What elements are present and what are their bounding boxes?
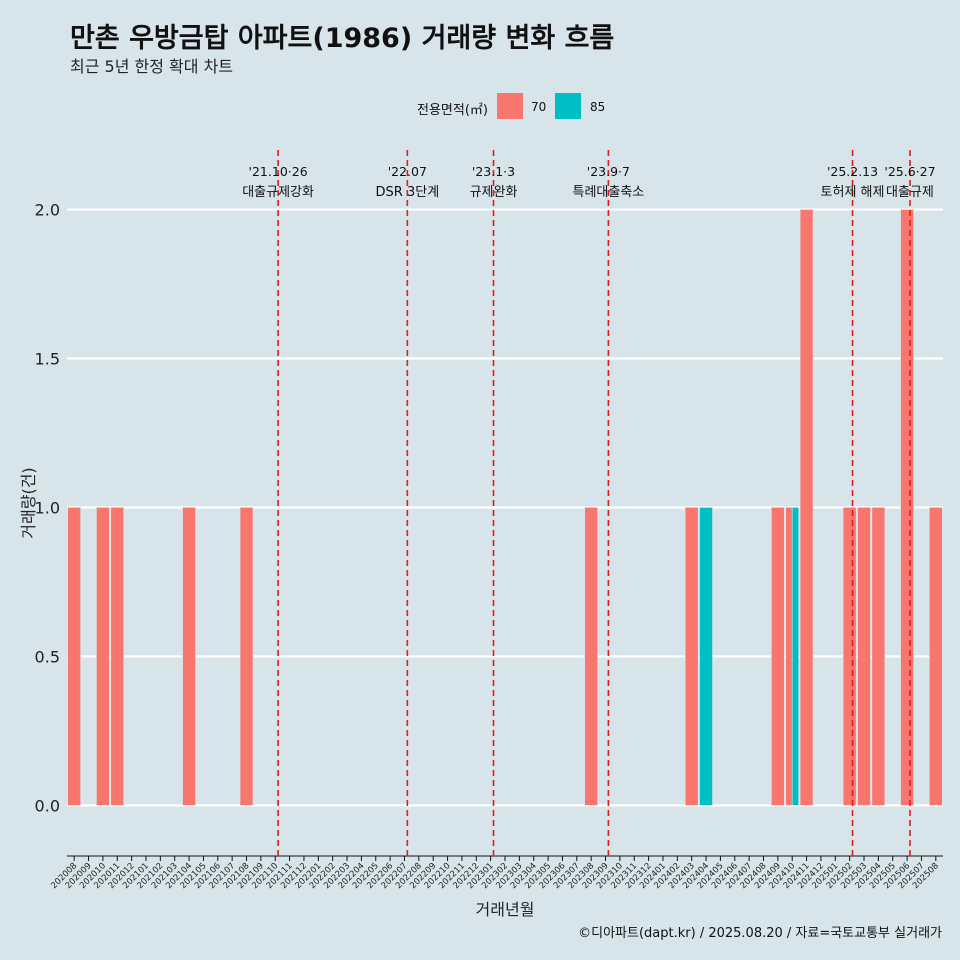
annotation-label: 특례대출축소 <box>573 185 645 200</box>
y-tick-label: 2.0 <box>35 201 60 220</box>
legend-swatch-85 <box>555 93 581 119</box>
y-tick-label: 0.5 <box>35 647 60 666</box>
bar-85-202404 <box>699 507 713 806</box>
annotation-date: '25.6·27 <box>884 164 935 179</box>
bar-70-202008 <box>67 507 81 806</box>
chart-subtitle: 최근 5년 한정 확대 차트 <box>70 57 234 76</box>
bar-70-202411 <box>799 209 814 806</box>
legend: 전용면적(㎡) 70 85 <box>0 92 960 122</box>
bar-70-202403 <box>684 507 699 806</box>
x-axis-title: 거래년월 <box>476 900 535 919</box>
legend-swatch-70 <box>497 93 523 119</box>
chart-title: 만촌 우방금탑 아파트(1986) 거래량 변화 흐름 <box>70 23 615 54</box>
bar-70-202108 <box>239 507 254 806</box>
bar-70-202308 <box>584 507 598 806</box>
annotation-label: 규제완화 <box>470 185 518 200</box>
y-axis-title: 거래량(건) <box>19 467 38 538</box>
bar-70-202104 <box>182 507 196 806</box>
annotation-label: 토허제 해제 <box>821 185 885 200</box>
annotation-label: 대출규제 <box>886 185 934 200</box>
annotation-date: '25.2.13 <box>827 164 878 179</box>
annotation-label: 대출규제강화 <box>242 185 314 200</box>
y-tick-label: 1.0 <box>35 498 60 517</box>
y-tick-label: 0.0 <box>35 796 60 815</box>
annotation-label: DSR 3단계 <box>376 185 440 200</box>
bar-70-202503 <box>857 507 871 806</box>
legend-title: 전용면적(㎡) <box>417 103 488 118</box>
bar-70-202502 <box>842 507 857 806</box>
bar-70-202508 <box>929 507 943 806</box>
annotation-date: '21.10·26 <box>249 164 308 179</box>
legend-label-70: 70 <box>531 100 547 114</box>
bar-85-202410 <box>791 507 799 806</box>
annotation-date: '22.07 <box>388 164 427 179</box>
bar-70-202504 <box>871 507 886 806</box>
bar-70-202010 <box>96 507 110 806</box>
annotation-date: '23.9·7 <box>587 164 630 179</box>
legend-label-85: 85 <box>590 100 606 114</box>
bar-70-202410 <box>785 507 793 806</box>
y-tick-label: 1.5 <box>35 350 60 369</box>
bar-70-202506 <box>900 209 914 806</box>
bar-70-202409 <box>771 507 785 806</box>
annotation-date: '23.1·3 <box>472 164 515 179</box>
bar-70-202011 <box>110 507 125 806</box>
footer-credit: ©디아파트(dapt.kr) / 2025.08.20 / 자료=국토교통부 실… <box>578 926 942 941</box>
